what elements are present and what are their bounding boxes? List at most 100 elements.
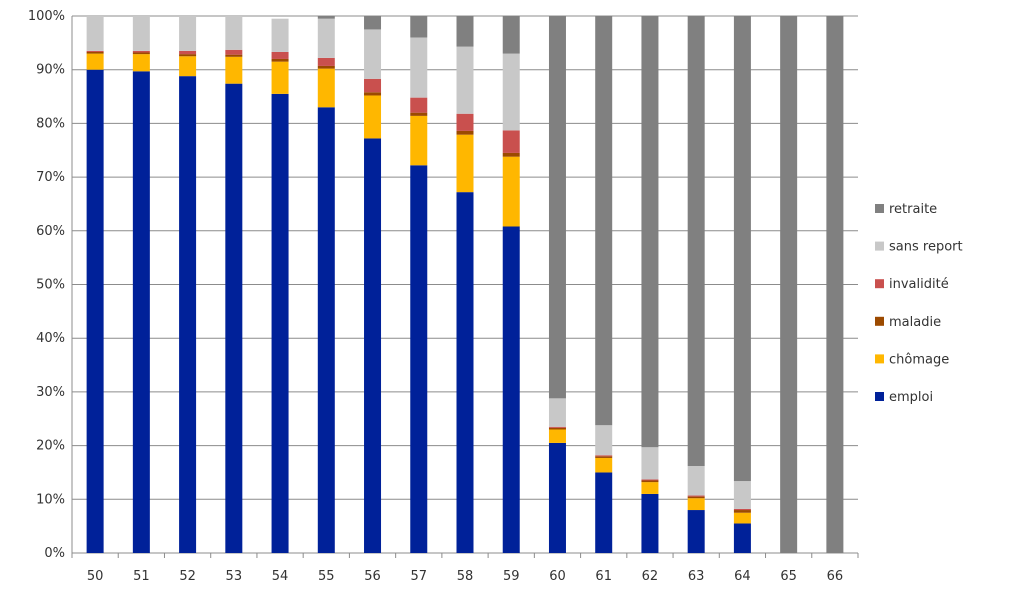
x-tick-label: 65	[780, 569, 797, 584]
bar-segment-chômage-59	[502, 156, 520, 227]
bar-segment-maladie-52	[179, 54, 197, 57]
x-tick-label: 55	[318, 569, 335, 584]
legend-label: emploi	[889, 390, 933, 405]
bar-segment-emploi-59	[502, 226, 520, 553]
bar-segment-sans-report-52	[179, 16, 197, 51]
bar-segment-sans-report-61	[595, 425, 613, 456]
legend-label: retraite	[889, 202, 937, 217]
bar-segment-retraite-59	[502, 16, 520, 54]
bar-segment-sans-report-63	[687, 466, 705, 496]
bar-segment-sans-report-56	[364, 29, 382, 79]
bar-segment-chômage-62	[641, 482, 659, 494]
legend-swatch	[875, 279, 884, 289]
bar-segment-sans-report-57	[410, 37, 428, 98]
bar-segment-sans-report-54	[271, 18, 289, 52]
y-tick-label: 50%	[36, 278, 65, 293]
bar-segment-invalidité-63	[687, 495, 705, 497]
legend-label: invalidité	[889, 277, 949, 292]
bar-segment-emploi-63	[687, 510, 705, 553]
bar-segment-sans-report-62	[641, 447, 659, 480]
bar-segment-retraite-63	[687, 16, 705, 467]
bar-segment-emploi-60	[548, 442, 566, 553]
bar-segment-maladie-59	[502, 152, 520, 157]
x-tick-label: 59	[503, 569, 520, 584]
bar-segment-retraite-58	[456, 16, 474, 47]
legend-swatch	[875, 241, 884, 251]
bar-segment-emploi-56	[364, 138, 382, 553]
bar-segment-maladie-53	[225, 54, 243, 57]
bar-segment-emploi-52	[179, 76, 197, 554]
bar-segment-emploi-51	[132, 71, 150, 553]
bar-segment-invalidité-62	[641, 479, 659, 481]
y-tick-label: 100%	[28, 9, 65, 24]
bar-segment-sans-report-58	[456, 46, 474, 114]
bar-segment-emploi-64	[733, 523, 751, 553]
bar-segment-invalidité-50	[86, 50, 104, 52]
legend-swatch	[875, 354, 884, 364]
bar-segment-chômage-60	[548, 429, 566, 443]
legend-label: sans report	[889, 240, 963, 255]
bar-segment-invalidité-57	[410, 97, 428, 113]
bar-segment-invalidité-55	[317, 57, 335, 66]
bar-segment-invalidité-64	[733, 508, 751, 511]
bar-segment-chômage-56	[364, 95, 382, 139]
x-tick-label: 56	[364, 569, 381, 584]
x-tick-label: 53	[226, 569, 243, 584]
bar-segment-emploi-53	[225, 83, 243, 554]
y-tick-label: 60%	[36, 224, 65, 239]
bar-segment-chômage-54	[271, 61, 289, 94]
bar-segment-chômage-64	[733, 512, 751, 524]
bar-segment-emploi-61	[595, 472, 613, 553]
bar-segment-maladie-62	[641, 480, 659, 483]
bar-segment-chômage-52	[179, 56, 197, 77]
bar-segment-sans-report-55	[317, 18, 335, 58]
bar-segment-sans-report-51	[132, 16, 150, 51]
y-tick-label: 80%	[36, 116, 65, 131]
x-tick-label: 62	[642, 569, 659, 584]
y-tick-label: 10%	[36, 492, 65, 507]
bar-segment-invalidité-58	[456, 113, 474, 131]
bar-segment-sans-report-59	[502, 53, 520, 131]
bar-segment-emploi-50	[86, 69, 104, 553]
bar-segment-maladie-56	[364, 92, 382, 96]
bar-segment-retraite-62	[641, 16, 659, 448]
bar-segment-chômage-63	[687, 498, 705, 511]
x-tick-label: 51	[133, 569, 150, 584]
y-tick-label: 40%	[36, 331, 65, 346]
bar-segment-maladie-63	[687, 496, 705, 499]
bar-segment-sans-report-50	[86, 16, 104, 51]
x-tick-label: 52	[179, 569, 196, 584]
bar-segment-emploi-62	[641, 493, 659, 553]
y-tick-label: 0%	[44, 546, 65, 561]
y-tick-label: 90%	[36, 63, 65, 78]
x-tick-label: 58	[457, 569, 474, 584]
legend-swatch	[875, 392, 884, 401]
bar-segment-retraite-56	[364, 16, 382, 30]
bar-segment-chômage-55	[317, 68, 335, 108]
bar-segment-sans-report-64	[733, 481, 751, 509]
bar-segment-maladie-54	[271, 58, 289, 62]
bar-segment-chômage-53	[225, 56, 243, 84]
bar-segment-invalidité-60	[548, 426, 566, 428]
x-tick-label: 63	[688, 569, 705, 584]
bar-segment-retraite-64	[733, 16, 751, 482]
legend-swatch	[875, 316, 884, 326]
bar-segment-sans-report-53	[225, 16, 243, 50]
bar-segment-emploi-57	[410, 165, 428, 553]
x-tick-label: 50	[87, 569, 104, 584]
bar-segment-invalidité-56	[364, 78, 382, 93]
x-tick-label: 61	[595, 569, 612, 584]
bar-segment-chômage-51	[132, 54, 150, 72]
bar-segment-retraite-66	[826, 16, 844, 553]
y-tick-label: 20%	[36, 439, 65, 454]
y-tick-label: 30%	[36, 385, 65, 400]
y-tick-label: 70%	[36, 170, 65, 185]
bar-segment-invalidité-59	[502, 130, 520, 153]
bar-segment-emploi-58	[456, 192, 474, 554]
bar-segment-chômage-57	[410, 115, 428, 166]
x-tick-label: 66	[827, 569, 844, 584]
bar-segment-maladie-50	[86, 51, 104, 54]
bar-segment-invalidité-53	[225, 49, 243, 55]
